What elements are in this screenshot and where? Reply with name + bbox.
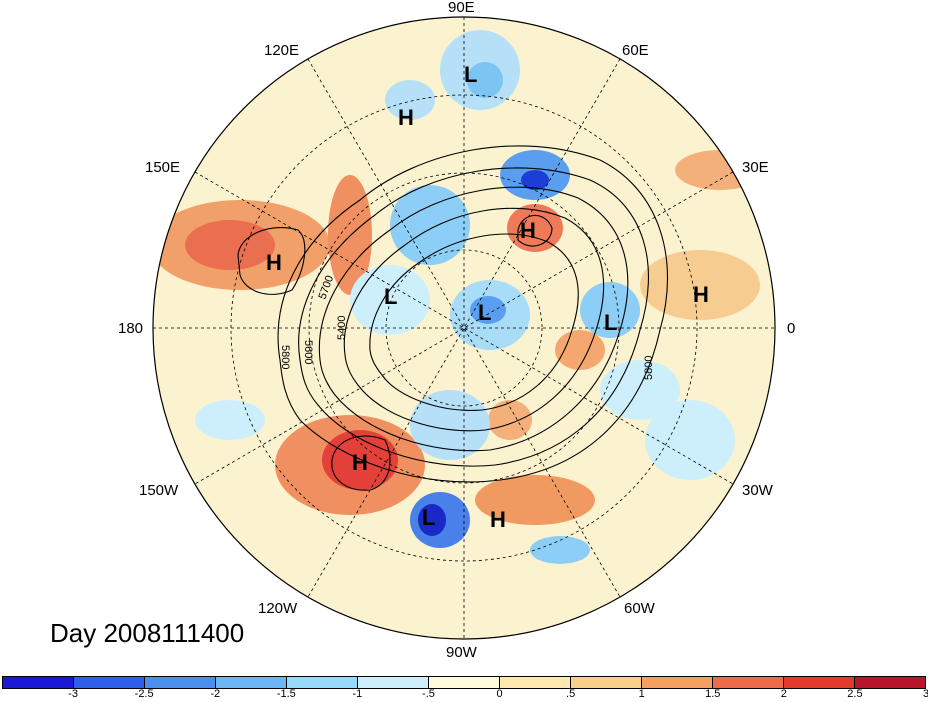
map-boundary xyxy=(152,16,776,640)
colorbar-swatch xyxy=(145,677,216,688)
lon-label-180: 180 xyxy=(118,320,144,337)
pressure-center: L xyxy=(422,505,435,530)
colorbar-tick-label: -1.5 xyxy=(276,688,296,700)
lon-label-150e: 150E xyxy=(145,159,181,176)
lon-label-60w: 60W xyxy=(624,600,655,617)
lon-label-90e: 90E xyxy=(448,0,475,16)
colorbar-tick-label: -2.5 xyxy=(134,688,154,700)
colorbar-swatch xyxy=(855,677,925,688)
contour-label: 5800 xyxy=(643,356,655,380)
contour-label: 5800 xyxy=(279,345,291,369)
pressure-center: H xyxy=(352,450,368,475)
colorbar-tick-label: 0 xyxy=(496,688,503,700)
colorbar-tick-label: -.5 xyxy=(422,688,435,700)
colorbar-tick-label: 1 xyxy=(638,688,645,700)
lon-label-120w: 120W xyxy=(258,600,298,617)
height-contours xyxy=(237,145,669,491)
pressure-center: H xyxy=(693,282,709,307)
colorbar-swatch xyxy=(358,677,429,688)
lon-label-120e: 120E xyxy=(264,42,300,59)
lon-label-90w: 90W xyxy=(446,644,477,661)
colorbar-swatch xyxy=(784,677,855,688)
colorbar-swatch xyxy=(74,677,145,688)
colorbar-swatch xyxy=(642,677,713,688)
lon-label-30w: 30W xyxy=(742,482,773,499)
colorbar-swatch xyxy=(429,677,500,688)
lon-label-150w: 150W xyxy=(139,482,179,499)
colorbar xyxy=(2,676,926,689)
contour-label: 5600 xyxy=(302,340,314,364)
colorbar-tick-label: 2 xyxy=(780,688,787,700)
pressure-center: L xyxy=(384,284,397,309)
pressure-center-group: L H H H L L L H H L H xyxy=(266,62,709,532)
pressure-center: L xyxy=(478,300,491,325)
anomaly-field xyxy=(153,30,765,564)
colorbar-tick-label: 3 xyxy=(922,688,928,700)
colorbar-tick-label: -2 xyxy=(210,688,221,700)
colorbar-swatch xyxy=(713,677,784,688)
colorbar-swatch xyxy=(3,677,74,688)
pressure-center: H xyxy=(398,105,414,130)
contour-label-group: 5700 5600 5400 5800 5800 xyxy=(279,274,655,380)
map-title: Day 2008111400 xyxy=(50,618,245,648)
contour-label: 5400 xyxy=(336,316,348,340)
lon-label-60e: 60E xyxy=(622,42,649,59)
colorbar-swatch xyxy=(216,677,287,688)
colorbar-tick-label: -1 xyxy=(352,688,363,700)
colorbar-tick-label: 1.5 xyxy=(705,688,721,700)
pressure-center: H xyxy=(520,218,536,243)
colorbar-tick-label: .5 xyxy=(566,688,576,700)
colorbar-tick-label: -3 xyxy=(68,688,78,700)
lat-lon-grid xyxy=(153,17,775,639)
pressure-center: L xyxy=(464,62,477,87)
lon-label-0: 0 xyxy=(787,320,796,337)
pressure-center: L xyxy=(604,310,617,335)
pressure-center: H xyxy=(266,250,282,275)
colorbar-tick-label: 2.5 xyxy=(847,688,863,700)
pressure-center: H xyxy=(490,507,506,532)
colorbar-swatch xyxy=(571,677,642,688)
colorbar-swatch xyxy=(500,677,571,688)
lon-label-30e: 30E xyxy=(742,159,769,176)
colorbar-swatch xyxy=(287,677,358,688)
